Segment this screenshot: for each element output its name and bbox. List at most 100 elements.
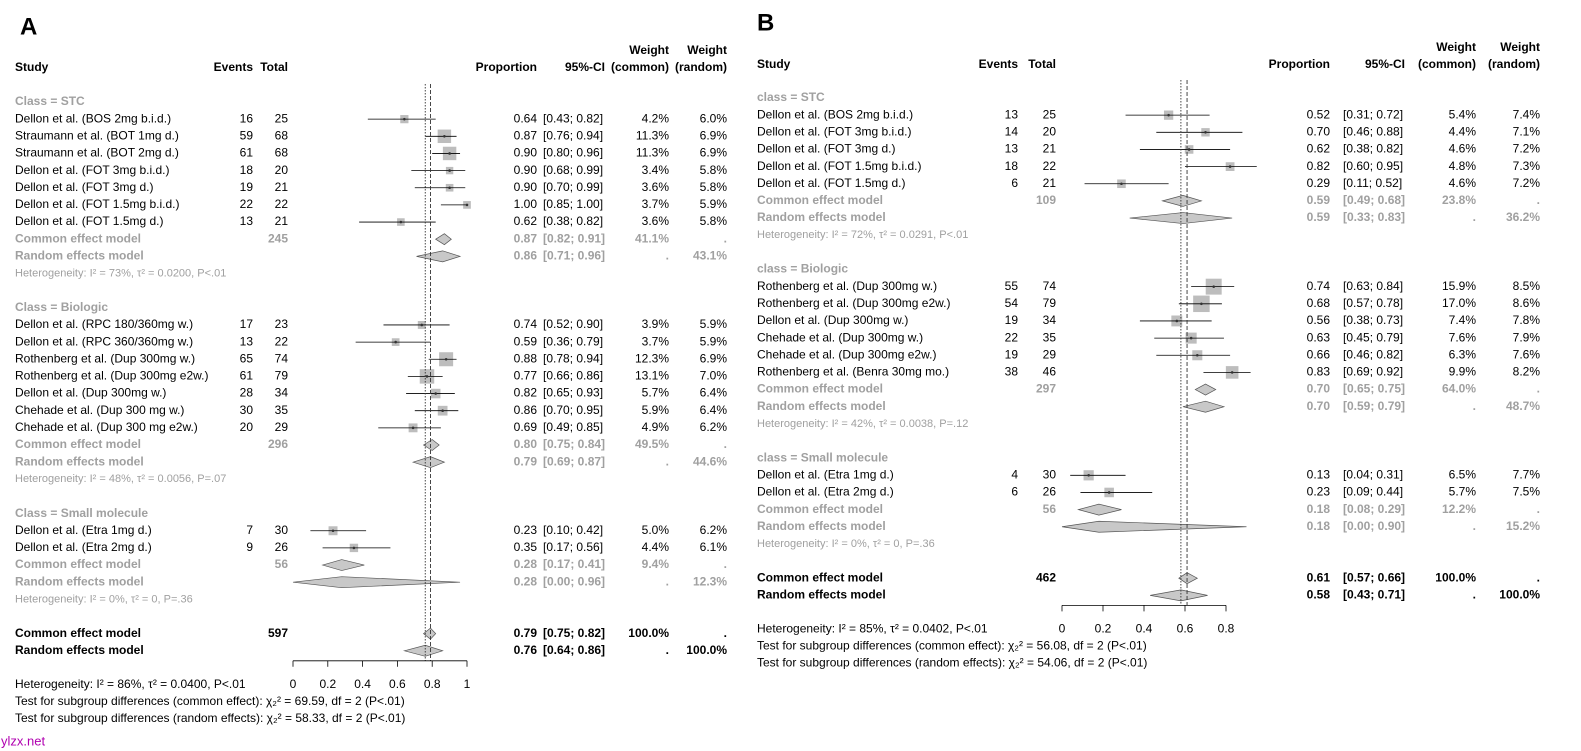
- proportion: 0.90: [514, 146, 538, 160]
- proportion: 0.28: [514, 574, 538, 588]
- weight-common: 4.2%: [642, 111, 670, 125]
- study: Dellon et al. (Dup 300mg w.): [757, 313, 908, 327]
- ci-label: [0.68; 0.99]: [543, 163, 603, 177]
- proportion: 0.83: [1307, 365, 1331, 379]
- ci-label: [0.71; 0.96]: [543, 249, 605, 263]
- total: 20: [1043, 124, 1057, 138]
- ci-label: [0.33; 0.83]: [1343, 210, 1405, 224]
- weight-common: 100.0%: [1435, 570, 1476, 584]
- weight-random: .: [724, 231, 727, 245]
- ci-label: [0.11; 0.52]: [1343, 176, 1402, 190]
- ci-label: [0.45; 0.79]: [1343, 330, 1403, 344]
- study: Dellon et al. (BOS 2mg b.i.d.): [757, 107, 913, 121]
- weight-common: 5.7%: [1449, 485, 1477, 499]
- weight-common: 3.4%: [642, 163, 670, 177]
- ci-label: [0.43; 0.82]: [543, 111, 603, 125]
- events: 9: [246, 540, 253, 554]
- events: 4: [1011, 467, 1018, 481]
- weight-random: 6.0%: [700, 111, 728, 125]
- ci-label: [0.52; 0.90]: [543, 317, 603, 331]
- events: 6: [1011, 176, 1018, 190]
- weight-random: 5.9%: [700, 197, 728, 211]
- proportion: 0.79: [514, 626, 538, 640]
- weight-random: 7.5%: [1513, 485, 1541, 499]
- proportion: 0.28: [514, 557, 538, 571]
- weight-common: .: [666, 643, 669, 657]
- weight-common: 64.0%: [1442, 382, 1476, 396]
- x-tick-label: 0.8: [424, 677, 441, 691]
- ci-label: [0.57; 0.78]: [1343, 296, 1403, 310]
- weight-common: .: [666, 454, 669, 468]
- diamond: [416, 250, 462, 263]
- weight-common: 3.6%: [642, 180, 670, 194]
- total: 30: [275, 523, 289, 537]
- weight-random: 7.3%: [1513, 159, 1541, 173]
- point: [1204, 131, 1207, 134]
- weight-random: 8.5%: [1513, 279, 1541, 293]
- events: 22: [1005, 330, 1019, 344]
- total: 79: [1043, 296, 1057, 310]
- ci-label: [0.49; 0.68]: [1343, 193, 1405, 207]
- proportion: 0.59: [1307, 210, 1331, 224]
- model-label: Common effect model: [757, 193, 883, 207]
- header: Weight: [687, 43, 727, 57]
- total: 34: [1043, 313, 1057, 327]
- weight-common: 3.9%: [642, 317, 670, 331]
- weight-common: 49.5%: [635, 437, 669, 451]
- weight-common: 17.0%: [1442, 296, 1476, 310]
- proportion: 0.13: [1307, 467, 1331, 481]
- diamond: [422, 439, 440, 451]
- subgroup-test: Test for subgroup differences (random ef…: [757, 656, 1147, 670]
- diamond: [1194, 383, 1217, 396]
- ci-label: [0.78; 0.94]: [543, 351, 603, 365]
- x-tick-label: 0.6: [389, 677, 406, 691]
- x-tick-label: 0.4: [354, 677, 371, 691]
- diamond: [1182, 400, 1226, 413]
- ci-label: [0.04; 0.31]: [1343, 467, 1403, 481]
- header: 95%-CI: [565, 60, 605, 74]
- point: [331, 529, 335, 533]
- weight-common: 23.8%: [1442, 193, 1476, 207]
- total: 29: [1043, 347, 1057, 361]
- total: 79: [275, 369, 289, 383]
- weight-common: 5.7%: [642, 386, 670, 400]
- weight-common: 7.6%: [1449, 330, 1477, 344]
- point: [448, 169, 451, 172]
- diamond: [435, 233, 452, 246]
- proportion: 0.18: [1307, 502, 1331, 516]
- x-tick-label: 1: [464, 677, 471, 691]
- proportion: 0.86: [514, 403, 538, 417]
- weight-common: 4.4%: [1449, 124, 1477, 138]
- total: 26: [1043, 485, 1057, 499]
- proportion: 0.88: [514, 351, 538, 365]
- total: 35: [1043, 330, 1057, 344]
- ci-label: [0.38; 0.73]: [1343, 313, 1403, 327]
- weight-random: 8.6%: [1513, 296, 1541, 310]
- total: 25: [1043, 107, 1057, 121]
- diamond: [1150, 589, 1208, 602]
- weight-common: 5.0%: [642, 523, 670, 537]
- total: 46: [1043, 365, 1057, 379]
- weight-common: .: [1473, 588, 1476, 602]
- header: Weight: [629, 43, 669, 57]
- total: 462: [1036, 570, 1056, 584]
- weight-random: 7.8%: [1513, 313, 1541, 327]
- ci-label: [0.64; 0.86]: [543, 643, 605, 657]
- diamond: [292, 576, 461, 589]
- header: Proportion: [1269, 57, 1330, 71]
- weight-random: 6.2%: [700, 523, 728, 537]
- weight-random: 5.9%: [700, 334, 728, 348]
- weight-common: .: [666, 249, 669, 263]
- proportion: 0.29: [1307, 176, 1331, 190]
- weight-random: .: [1537, 502, 1540, 516]
- total: 74: [275, 351, 289, 365]
- header: (common): [611, 60, 669, 74]
- events: 6: [1011, 485, 1018, 499]
- weight-common: .: [666, 574, 669, 588]
- proportion: 0.18: [1307, 519, 1331, 533]
- events: 61: [240, 369, 254, 383]
- events: 18: [240, 163, 254, 177]
- diamond: [411, 456, 446, 469]
- ci-label: [0.75; 0.82]: [543, 626, 605, 640]
- weight-random: 5.9%: [700, 317, 728, 331]
